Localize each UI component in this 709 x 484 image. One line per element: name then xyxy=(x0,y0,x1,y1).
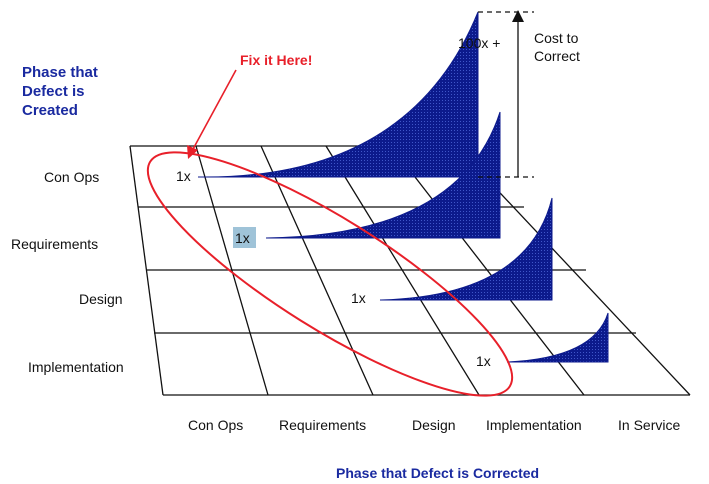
fix-here-ellipse xyxy=(146,151,514,397)
grid-col-4 xyxy=(390,145,585,396)
grid-col-1 xyxy=(195,145,269,396)
created-title-line3: Created xyxy=(22,102,78,119)
fix-here-arrow-head xyxy=(187,145,198,159)
corrected-title: Phase that Defect is Corrected xyxy=(336,465,539,481)
fix-here-arrow-shaft xyxy=(191,69,237,152)
col-label-inservice: In Service xyxy=(618,417,680,433)
col-label-implementation: Implementation xyxy=(486,417,582,433)
one-x-requirements: 1x xyxy=(235,230,250,246)
grid-col-0 xyxy=(129,145,164,396)
row-label-requirements: Requirements xyxy=(11,236,98,252)
one-x-conops: 1x xyxy=(176,168,191,184)
cost-curve-requirements xyxy=(265,111,501,239)
cost-curve-implementation xyxy=(506,312,609,363)
one-x-implementation: 1x xyxy=(476,353,491,369)
created-title-line1: Phase that xyxy=(22,64,98,81)
cost-curve-design xyxy=(379,197,553,301)
created-title-line2: Defect is xyxy=(22,83,85,100)
col-label-design: Design xyxy=(412,417,456,433)
cost-label-line1: Cost to xyxy=(534,30,579,46)
highlight-box xyxy=(233,227,256,248)
col-label-requirements: Requirements xyxy=(279,417,366,433)
cost-curve-conops xyxy=(197,11,479,178)
fix-here-label: Fix it Here! xyxy=(240,52,312,68)
cost-arrow-head xyxy=(512,10,524,22)
grid-col-2 xyxy=(260,145,374,396)
row-label-conops: Con Ops xyxy=(44,169,99,185)
cost-value-label: 100x + xyxy=(458,35,500,51)
grid-col-3 xyxy=(325,145,480,396)
row-label-implementation: Implementation xyxy=(28,359,124,375)
col-label-conops: Con Ops xyxy=(188,417,243,433)
cost-label-line2: Correct xyxy=(534,48,580,64)
one-x-design: 1x xyxy=(351,290,366,306)
row-label-design: Design xyxy=(79,291,123,307)
